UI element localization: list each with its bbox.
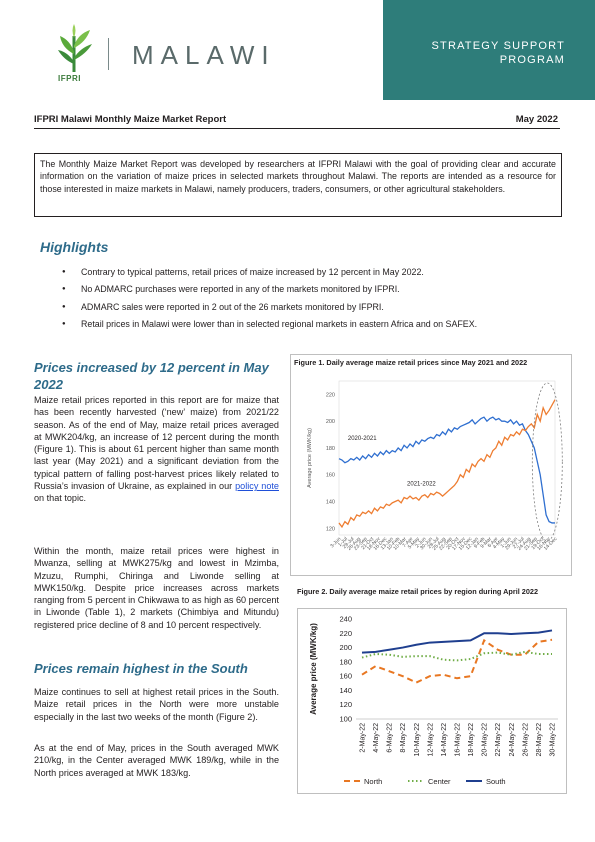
figure2-chart: 100 120 140 160 180 200 220 240 Average price (M… (309, 615, 558, 786)
series-line-south (361, 629, 553, 654)
country-name: MALAWI (132, 40, 276, 70)
x-tick-label: 18-May-22 (468, 723, 475, 757)
y-tick-label: 220 (339, 629, 352, 638)
x-tick-label: 4-May-22 (373, 723, 380, 753)
y-tick-label: 240 (339, 615, 352, 624)
y-tick-label: 140 (326, 500, 335, 506)
section1-paragraph1: Maize retail prices reported in this rep… (34, 395, 279, 504)
legend-label: Center (428, 777, 451, 786)
legend-label: South (486, 777, 506, 786)
y-tick-label: 100 (339, 715, 352, 724)
x-tick-label: 10-May-22 (414, 723, 421, 757)
y-tick-label: 200 (339, 643, 352, 652)
x-tick-label: 1-Jul (337, 536, 349, 548)
figure1-frame: 120 140 160 180 200 220 Average price (MWK/kg)… (290, 354, 572, 576)
y-tick-label: 120 (339, 700, 352, 709)
list-item: ADMARC sales were reported in 2 out of t… (62, 301, 562, 318)
x-tick-label: 28-May-22 (536, 723, 543, 757)
figure1-chart: 120 140 160 180 200 220 Average price (MWK/kg)… (307, 380, 563, 552)
series-line-center (361, 650, 552, 662)
policy-note-link[interactable]: policy note (235, 481, 279, 492)
x-tick-label: 22-May-22 (495, 723, 502, 757)
highlights-list: Contrary to typical patterns, retail pri… (62, 266, 562, 336)
section2-paragraph2: As at the end of May, prices in the Sout… (34, 743, 279, 778)
list-item: Contrary to typical patterns, retail pri… (62, 266, 562, 283)
y-tick-label: 160 (339, 672, 352, 681)
figure2-frame: 100 120 140 160 180 200 220 240 Average price (M… (297, 608, 567, 794)
y-axis-label: Average price (MWK/kg) (307, 428, 313, 488)
series-line-2021-2022 (338, 399, 556, 529)
y-tick-label: 200 (326, 419, 335, 425)
series-annotation: 2021-2022 (407, 481, 436, 487)
y-tick-label: 140 (339, 686, 352, 695)
x-tick-label: 20-May-22 (482, 723, 489, 757)
figure2-caption: Figure 2. Daily average maize retail pri… (297, 587, 539, 596)
series-line-2020-2021 (338, 416, 555, 524)
header-divider (108, 38, 109, 70)
series-line-north (361, 638, 553, 684)
x-tick-label: 6-May-22 (387, 723, 394, 753)
header-band: STRATEGY SUPPORT PROGRAM (383, 0, 595, 100)
section1-paragraph2: Within the month, maize retail prices we… (34, 546, 279, 630)
y-tick-label: 120 (326, 526, 335, 532)
x-tick-label: 12-May-22 (427, 723, 434, 757)
legend-label: North (364, 777, 382, 786)
x-tick-label: 26-May-22 (522, 723, 529, 757)
highlights-title: Highlights (40, 239, 109, 255)
section-title-prices-increased: Prices increased by 12 percent in May 20… (34, 360, 269, 392)
y-axis-label: Average price (MWK/kg) (309, 623, 318, 715)
intro-box: The Monthly Maize Market Report was deve… (34, 153, 562, 217)
section-title-south: Prices remain highest in the South (34, 661, 248, 676)
page-header: IFPRI MALAWI STRATEGY SUPPORT PROGRAM (0, 0, 595, 100)
x-tick-label: 24-May-22 (509, 723, 516, 757)
list-item: Retail prices in Malawi were lower than … (62, 318, 562, 335)
ifpri-logo-icon (58, 24, 92, 72)
y-tick-label: 180 (326, 446, 335, 452)
section2-paragraph1: Maize continues to sell at highest retai… (34, 687, 279, 722)
x-tick-label: 8-May-22 (400, 723, 407, 753)
plot-area (338, 380, 556, 536)
y-tick-label: 160 (326, 473, 335, 479)
program-name: STRATEGY SUPPORT PROGRAM (431, 40, 565, 66)
y-tick-label: 220 (326, 392, 335, 398)
report-date: May 2022 (515, 114, 558, 125)
list-item: No ADMARC purchases were reported in any… (62, 283, 562, 300)
report-title: IFPRI Malawi Monthly Maize Market Report (34, 114, 227, 125)
x-tick-label: 16-May-22 (455, 723, 462, 757)
x-tick-label: 30-May-22 (550, 723, 557, 757)
figure1-caption: Figure 1. Daily average maize retail pri… (294, 358, 528, 367)
series-annotation: 2020-2021 (348, 436, 377, 442)
report-title-bar: IFPRI Malawi Monthly Maize Market Report… (34, 112, 560, 129)
x-tick-label: 14-May-22 (441, 723, 448, 757)
ifpri-logo-text: IFPRI (58, 74, 81, 83)
y-tick-label: 180 (339, 657, 352, 666)
x-tick-label: 2-May-22 (360, 723, 367, 753)
